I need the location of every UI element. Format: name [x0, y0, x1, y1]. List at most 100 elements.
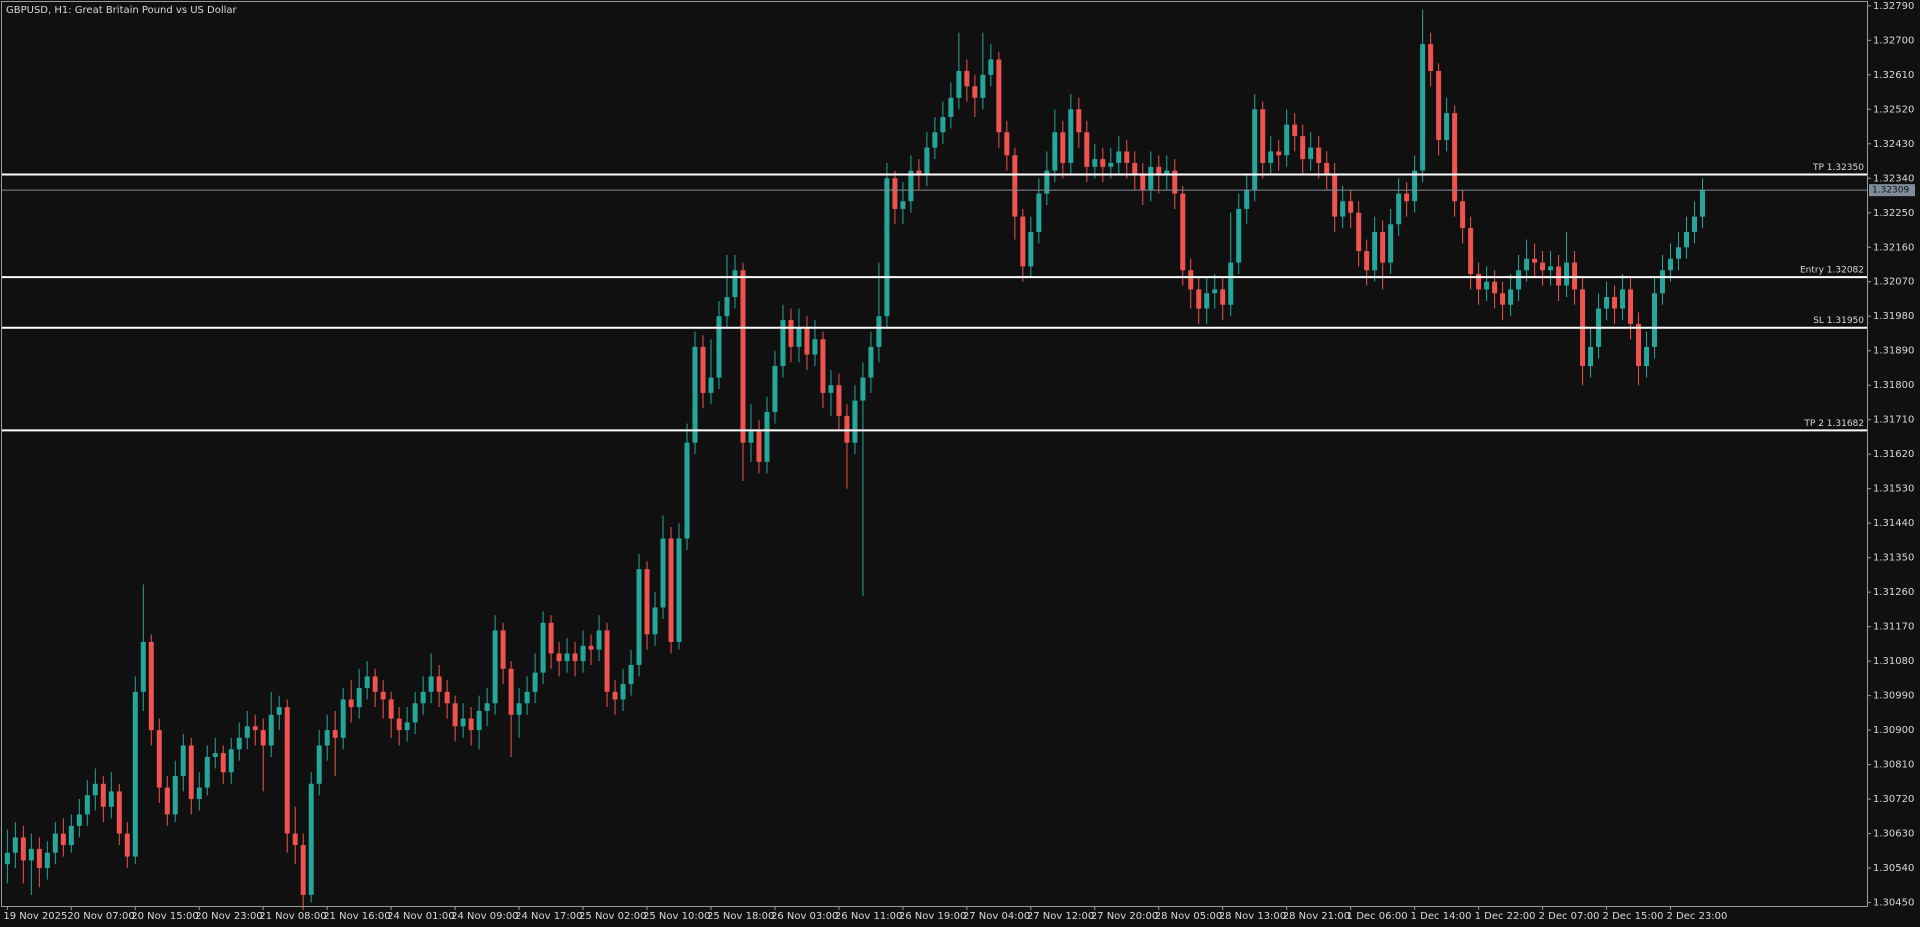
level-label: Entry 1.32082 [1800, 266, 1864, 276]
candle-body [388, 699, 394, 719]
candle-body [84, 795, 90, 815]
candle-body [1692, 216, 1698, 232]
x-tick-label: 28 Nov 13:00 [1219, 911, 1286, 922]
candle-body [732, 270, 738, 298]
candle-body [836, 385, 842, 416]
candle-body [588, 645, 594, 650]
y-tick-label: 1.31350 [1873, 553, 1914, 564]
candle-body [1124, 151, 1130, 163]
candle-body [252, 726, 258, 731]
candle-body [948, 97, 954, 117]
candle-body [1068, 109, 1074, 163]
candle-body [172, 776, 178, 815]
candle-body [1420, 44, 1426, 171]
x-tick-label: 25 Nov 10:00 [643, 911, 710, 922]
candle-body [996, 59, 1002, 133]
candle-body [380, 691, 386, 700]
candle-body [420, 691, 426, 704]
candle-body [1084, 132, 1090, 167]
candle-body [1012, 155, 1018, 217]
candle-body [1292, 124, 1298, 137]
candle-body [620, 684, 626, 700]
y-tick-label: 1.31170 [1873, 622, 1914, 633]
level-label: TP 1.32350 [1812, 163, 1864, 173]
candle-body [1180, 193, 1186, 271]
candle-body [924, 147, 930, 175]
candle-body [1500, 293, 1506, 305]
candle-body [1148, 166, 1154, 190]
candle-body [484, 703, 490, 711]
candle-body [1492, 281, 1498, 294]
candle-body [1428, 44, 1434, 71]
y-tick-label: 1.31800 [1873, 380, 1914, 391]
x-tick-label: 19 Nov 2025 [3, 911, 67, 922]
candle-body [1644, 346, 1650, 367]
candle-body [780, 320, 786, 367]
candle-body [116, 791, 122, 834]
x-tick-label: 2 Dec 23:00 [1667, 911, 1728, 922]
candle-body [1476, 274, 1482, 290]
candle-body [748, 431, 754, 443]
candle-body [1284, 124, 1290, 156]
candle-body [636, 569, 642, 665]
candle-body [828, 385, 834, 393]
candle-body [4, 852, 10, 865]
candle-body [188, 745, 194, 800]
candle-body [140, 641, 146, 692]
chart-title: GBPUSD, H1: Great Britain Pound vs US Do… [6, 5, 238, 16]
x-tick-label: 25 Nov 02:00 [579, 911, 646, 922]
candle-body [1636, 323, 1642, 367]
candle-body [612, 691, 618, 700]
candle-body [324, 730, 330, 746]
candle-body [1572, 262, 1578, 290]
candle-body [932, 132, 938, 148]
x-tick-label: 28 Nov 05:00 [1155, 911, 1222, 922]
candle-body [660, 538, 666, 608]
candle-body [1604, 297, 1610, 309]
y-tick-label: 1.32160 [1873, 242, 1914, 253]
candle-body [668, 538, 674, 642]
candle-body [1396, 193, 1402, 225]
candle-body [1588, 346, 1594, 367]
candle-body [348, 699, 354, 708]
candle-body [468, 718, 474, 731]
candle-body [1532, 258, 1538, 263]
candle-body [452, 703, 458, 727]
candle-body [860, 377, 866, 401]
x-tick-label: 28 Nov 21:00 [1283, 911, 1350, 922]
candle-body [788, 320, 794, 347]
candle-body [196, 787, 202, 800]
candle-body [580, 645, 586, 662]
candle-body [764, 412, 770, 462]
candle-body [1356, 212, 1362, 252]
y-tick-label: 1.32790 [1873, 1, 1914, 12]
candle-body [740, 270, 746, 443]
x-tick-label: 24 Nov 17:00 [515, 911, 582, 922]
x-tick-label: 20 Nov 23:00 [195, 911, 262, 922]
candle-body [1372, 231, 1378, 271]
candle-body [1676, 247, 1682, 259]
candle-body [772, 366, 778, 413]
candle-body [1188, 270, 1194, 290]
y-tick-label: 1.32250 [1873, 208, 1914, 219]
y-tick-label: 1.31710 [1873, 415, 1914, 426]
candle-body [444, 691, 450, 704]
candle-body [1156, 166, 1162, 175]
candle-body [1340, 201, 1346, 217]
level-label: TP 2 1.31682 [1803, 419, 1864, 429]
candle-body [956, 70, 962, 98]
x-tick-label: 27 Nov 04:00 [963, 911, 1030, 922]
candle-body [1404, 193, 1410, 202]
y-tick-label: 1.32340 [1873, 173, 1914, 184]
candle-body [900, 201, 906, 209]
candle-body [724, 297, 730, 317]
y-tick-label: 1.31980 [1873, 311, 1914, 322]
candle-body [556, 653, 562, 662]
candle-body [244, 726, 250, 738]
x-tick-label: 20 Nov 07:00 [67, 911, 134, 922]
candle-body [1028, 231, 1034, 267]
candle-body [884, 178, 890, 317]
candle-body [28, 848, 34, 861]
x-tick-label: 1 Dec 06:00 [1347, 911, 1408, 922]
